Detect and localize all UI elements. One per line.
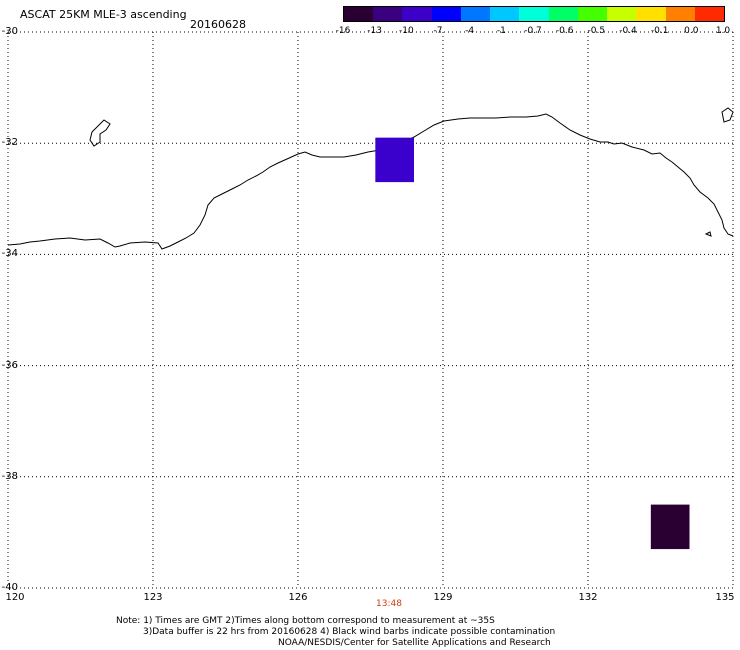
lat-label: -36 — [1, 359, 18, 371]
colorbar-swatch — [519, 7, 549, 21]
time-label: 13:48 — [376, 599, 402, 609]
product-date: 20160628 — [190, 18, 246, 31]
note-line-1: Note: 1) Times are GMT 2)Times along bot… — [116, 616, 495, 626]
lon-label: 129 — [433, 592, 453, 603]
lon-label: 132 — [578, 592, 598, 603]
colorbar-swatch — [373, 7, 403, 21]
graticule — [7, 31, 734, 589]
data-cells — [375, 137, 690, 550]
colorbar-tick-label: -7 — [433, 26, 443, 36]
colorbar-swatch — [431, 7, 461, 21]
lon-label: 126 — [288, 592, 308, 603]
data-cell — [375, 137, 414, 183]
colorbar-swatch — [577, 7, 608, 21]
note-line-3: NOAA/NESDIS/Center for Satellite Applica… — [278, 638, 551, 648]
colorbar-swatch — [607, 7, 637, 21]
colorbar-swatch — [402, 7, 432, 21]
colorbar-tick-label: -10 — [398, 26, 414, 36]
colorbar-tick-label: -4 — [465, 26, 475, 36]
lat-label: -30 — [1, 26, 18, 37]
colorbar-tick-label: -1 — [496, 26, 506, 36]
colorbar-tick-label: -0.1 — [650, 26, 669, 36]
colorbar-swatch — [460, 7, 491, 21]
data-cell — [650, 504, 690, 550]
island-small — [704, 231, 712, 237]
colorbar-swatch — [548, 7, 578, 21]
product-title: ASCAT 25KM MLE-3 ascending — [20, 8, 187, 21]
lon-label: 135 — [715, 592, 735, 603]
colorbar-swatch — [490, 7, 520, 21]
island-east — [721, 107, 734, 123]
lat-label: -32 — [1, 137, 18, 149]
colorbar-tick-label: -16 — [335, 26, 351, 36]
island-coast — [89, 119, 111, 147]
colorbar-tick-label: -0.4 — [619, 26, 637, 36]
colorbar-swatch — [665, 7, 695, 21]
lon-label: 123 — [143, 592, 163, 603]
map-frame — [8, 32, 733, 588]
colorbar-swatch — [694, 7, 725, 21]
coastline — [7, 113, 734, 250]
note-line-2: 3)Data buffer is 22 hrs from 20160628 4)… — [143, 627, 556, 637]
colorbar-tick-label: 1.0 — [715, 26, 731, 36]
lat-label: -40 — [1, 582, 18, 593]
colorbar-tick-label: -0.7 — [524, 26, 542, 36]
colorbar-tick-label: -0.5 — [587, 26, 606, 36]
lon-label: 120 — [5, 592, 25, 603]
colorbar-tick-label: -0.6 — [555, 26, 574, 36]
colorbar — [343, 6, 725, 22]
colorbar-tick-label: 0.0 — [684, 26, 699, 36]
lat-label: -38 — [1, 470, 18, 482]
colorbar-tick-label: -13 — [367, 26, 382, 36]
lat-label: -34 — [1, 248, 18, 260]
colorbar-swatch — [636, 7, 666, 21]
colorbar-swatch — [344, 7, 374, 21]
